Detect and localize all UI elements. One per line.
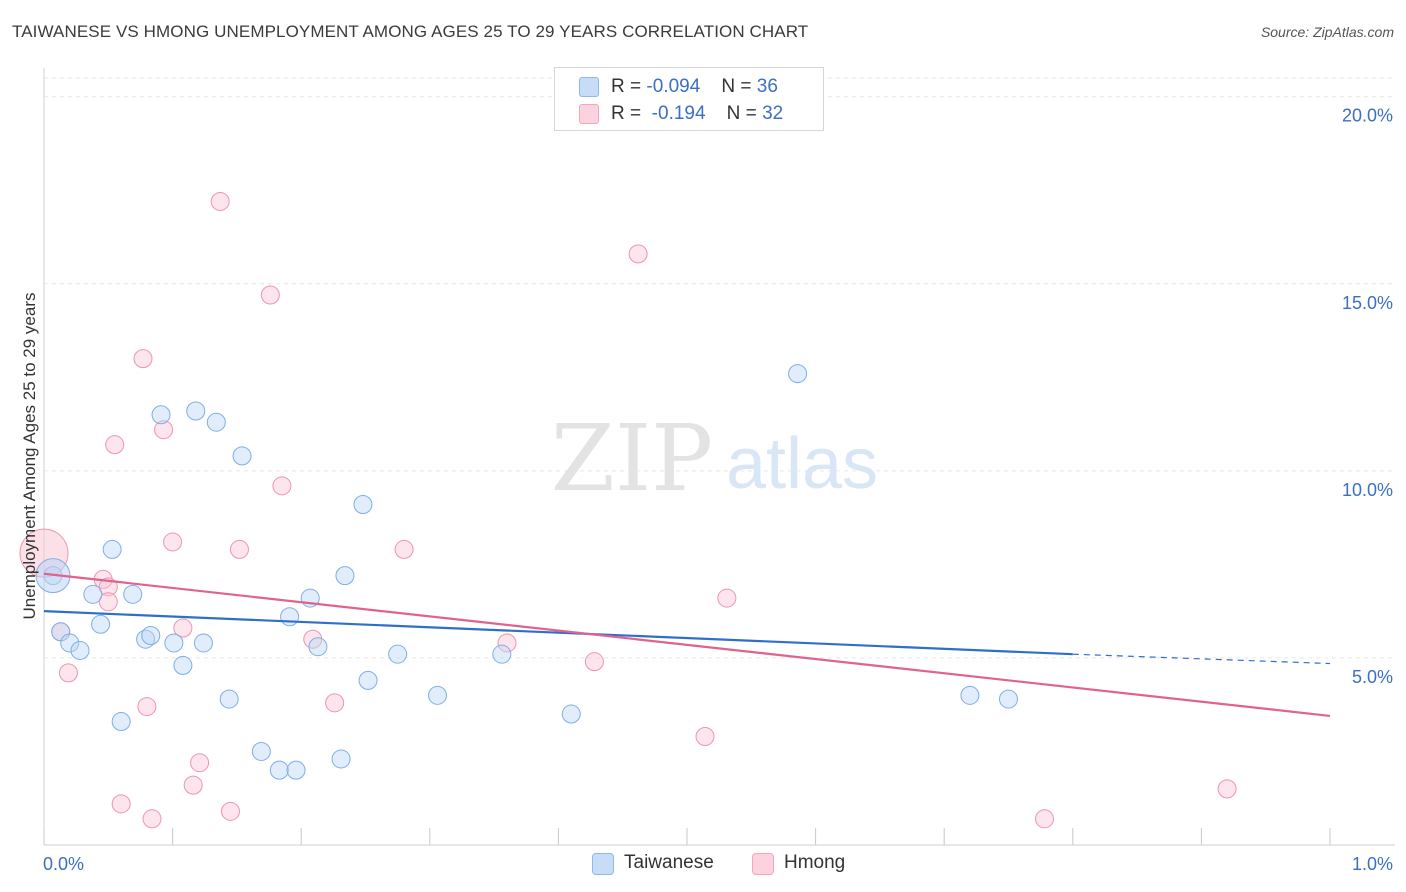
y-axis-label: Unemployment Among Ages 25 to 29 years [20,292,39,620]
legend-r-label: R = [611,76,642,97]
watermark-zip: ZIP [551,405,713,512]
y-tick-label: 15.0% [1342,293,1393,313]
data-point [58,663,78,683]
data-point [428,685,448,705]
axes [43,68,1395,846]
legend-n-value: 32 [762,103,784,124]
data-point [60,633,80,653]
data-point [111,712,131,732]
data-point [91,614,111,634]
data-point [286,760,306,780]
data-point [1217,779,1237,799]
data-point [358,670,378,690]
data-point [154,420,174,440]
legend-swatch-taiwanese [592,853,614,875]
y-tick-label: 5.0% [1352,667,1393,687]
trend-line-hmong [43,572,1331,718]
data-point [183,775,203,795]
data-point [98,592,118,612]
series-taiwanese-points [35,364,1018,780]
data-point [190,753,210,773]
data-point [102,539,122,559]
x-tick-label: 1.0% [1352,854,1393,874]
data-point [492,644,512,664]
data-point [83,584,103,604]
data-point [960,685,980,705]
data-point [210,191,230,211]
data-point [717,588,737,608]
x-tick-label: 0.0% [43,854,84,874]
data-point [331,749,351,769]
data-point [695,726,715,746]
data-point [353,495,373,515]
legend-label-hmong: Hmong [784,852,846,873]
legend-r-label: R = [611,103,642,124]
x-ticks: 0.0% 1.0% [43,854,1393,874]
grid-lines [44,77,1395,659]
data-point [206,412,226,432]
watermark: ZIP atlas [551,405,878,512]
data-point [260,285,280,305]
y-ticks: 5.0% 10.0% 15.0% 20.0% [1342,106,1393,687]
series-legend: Taiwanese Hmong [0,852,1406,878]
data-point [137,697,157,717]
data-point [142,809,162,829]
stats-legend: R = -0.094 N = 36 R = -0.194 N = 32 [554,67,824,131]
chart-title: TAIWANESE VS HMONG UNEMPLOYMENT AMONG AG… [12,22,809,41]
data-point [251,741,271,761]
data-point [628,244,648,264]
legend-swatch-hmong [752,853,774,875]
data-point [335,566,355,586]
data-point [1035,809,1055,829]
data-point [123,584,143,604]
data-point [164,633,184,653]
data-point [325,693,345,713]
data-point [232,446,252,466]
legend-n-label: N = [726,103,757,124]
data-point [280,607,300,627]
data-point [151,405,171,425]
trend-line-taiwanese-extrapolated [1072,653,1331,665]
data-point [394,539,414,559]
data-point [141,625,161,645]
legend-swatch-taiwanese [579,77,599,97]
y-tick-label: 10.0% [1342,480,1393,500]
data-point [269,760,289,780]
data-point [584,652,604,672]
data-point [219,689,239,709]
data-point [388,644,408,664]
legend-r-value: -0.194 [651,103,706,124]
data-point [272,476,292,496]
data-point [999,689,1018,709]
data-point [308,637,328,657]
legend-label-taiwanese: Taiwanese [624,852,714,873]
legend-n-label: N = [721,76,752,97]
data-point [136,629,156,649]
data-point [186,401,206,421]
trend-line-taiwanese [43,610,1073,656]
data-point [111,794,131,814]
data-point [497,633,517,653]
source-label: Source: ZipAtlas.com [1260,24,1394,40]
data-point [193,633,213,653]
data-point [105,435,125,455]
y-tick-label: 20.0% [1342,106,1393,126]
legend-r-value: -0.094 [646,76,701,97]
data-point [133,349,153,369]
legend-swatch-hmong [579,104,599,124]
legend-n-value: 36 [756,76,778,97]
data-point [561,704,581,724]
data-point [788,364,808,384]
data-point [173,655,193,675]
data-point [163,532,183,552]
watermark-atlas: atlas [726,424,878,504]
data-point [70,640,90,660]
data-point [173,618,193,638]
data-point [220,801,240,821]
trend-lines [43,572,1331,718]
data-point [229,539,249,559]
